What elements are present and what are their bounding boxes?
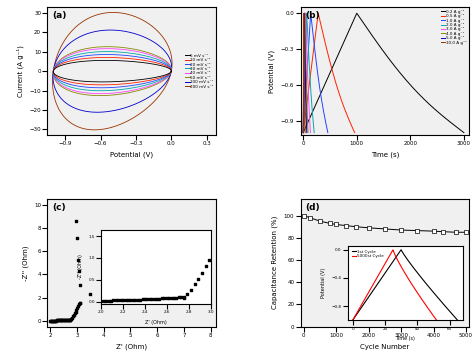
Point: [64, 317, 72, 323]
Point: [66, 317, 73, 323]
Point: [50, 318, 58, 323]
Point: [56, 318, 64, 323]
Point: [66, 317, 74, 323]
Point: [71, 310, 79, 316]
Text: (c): (c): [53, 203, 66, 212]
Legend: 5 mV s⁻¹, 10 mV s⁻¹, 20 mV s⁻¹, 30 mV s⁻¹, 40 mV s⁻¹, 50 mV s⁻¹, 100 mV s⁻¹, 200: 5 mV s⁻¹, 10 mV s⁻¹, 20 mV s⁻¹, 30 mV s⁻…: [185, 53, 214, 89]
Point: [47, 318, 55, 323]
Point: [73, 218, 80, 224]
Legend: 0.2 A g⁻¹, 0.5 A g⁻¹, 1.0 A g⁻¹, 2.0 A g⁻¹, 3.0 A g⁻¹, 4.0 A g⁻¹, 5.0 A g⁻¹, 10.: 0.2 A g⁻¹, 0.5 A g⁻¹, 1.0 A g⁻¹, 2.0 A g…: [441, 9, 467, 45]
Point: [73, 236, 81, 241]
Point: [86, 291, 94, 297]
Point: [76, 301, 83, 306]
Point: [100, 294, 108, 299]
Point: [300, 213, 308, 219]
Point: [326, 220, 334, 226]
X-axis label: Cycle Number: Cycle Number: [360, 343, 410, 350]
Point: [72, 309, 79, 314]
Point: [76, 299, 84, 305]
Point: [54, 318, 62, 323]
Text: (b): (b): [306, 11, 320, 20]
Point: [66, 317, 74, 323]
Point: [162, 295, 169, 301]
Point: [397, 227, 405, 233]
Point: [74, 258, 82, 264]
Point: [54, 318, 61, 323]
Point: [59, 317, 67, 323]
Point: [52, 318, 60, 323]
Point: [47, 318, 55, 323]
Point: [52, 318, 59, 323]
Point: [64, 317, 72, 323]
Point: [57, 317, 64, 323]
Point: [365, 225, 373, 231]
Text: (a): (a): [53, 11, 67, 20]
Y-axis label: Capacitance Retention (%): Capacitance Retention (%): [272, 216, 278, 310]
Text: (d): (d): [306, 203, 320, 212]
Point: [381, 226, 389, 232]
Point: [55, 318, 63, 323]
Y-axis label: Current (A g⁻¹): Current (A g⁻¹): [17, 45, 24, 97]
Point: [63, 317, 71, 323]
Point: [462, 229, 470, 235]
Point: [62, 317, 70, 323]
X-axis label: Potential (V): Potential (V): [110, 152, 153, 158]
Point: [61, 317, 69, 323]
Point: [67, 316, 75, 322]
Point: [46, 318, 54, 323]
Point: [74, 303, 82, 309]
Point: [154, 298, 161, 304]
Point: [316, 218, 324, 224]
Point: [75, 302, 83, 307]
Point: [59, 317, 66, 323]
Point: [352, 224, 359, 230]
Point: [453, 229, 460, 235]
Point: [60, 317, 67, 323]
Point: [430, 228, 438, 234]
Point: [127, 298, 134, 304]
Point: [55, 318, 62, 323]
Point: [113, 296, 121, 302]
Point: [49, 318, 57, 323]
Point: [62, 317, 69, 323]
Y-axis label: Potential (V): Potential (V): [269, 50, 275, 93]
Point: [68, 315, 76, 321]
Point: [65, 317, 73, 323]
Point: [53, 318, 60, 323]
Point: [73, 305, 81, 311]
Point: [58, 317, 66, 323]
Point: [64, 317, 71, 323]
Point: [75, 268, 83, 274]
Point: [73, 307, 80, 313]
Point: [61, 317, 68, 323]
Point: [51, 318, 59, 323]
Point: [57, 317, 65, 323]
Point: [76, 282, 83, 288]
Point: [307, 215, 314, 221]
Y-axis label: -Z'' (Ohm): -Z'' (Ohm): [22, 245, 28, 281]
Point: [413, 228, 421, 233]
Point: [49, 318, 56, 323]
Point: [439, 229, 447, 234]
Point: [140, 299, 147, 305]
Point: [332, 221, 340, 227]
Point: [50, 318, 57, 323]
X-axis label: Z' (Ohm): Z' (Ohm): [116, 343, 147, 350]
X-axis label: Time (s): Time (s): [371, 152, 399, 158]
Point: [342, 223, 350, 228]
Point: [69, 313, 77, 319]
Point: [70, 312, 78, 318]
Point: [56, 317, 64, 323]
Point: [48, 318, 55, 323]
